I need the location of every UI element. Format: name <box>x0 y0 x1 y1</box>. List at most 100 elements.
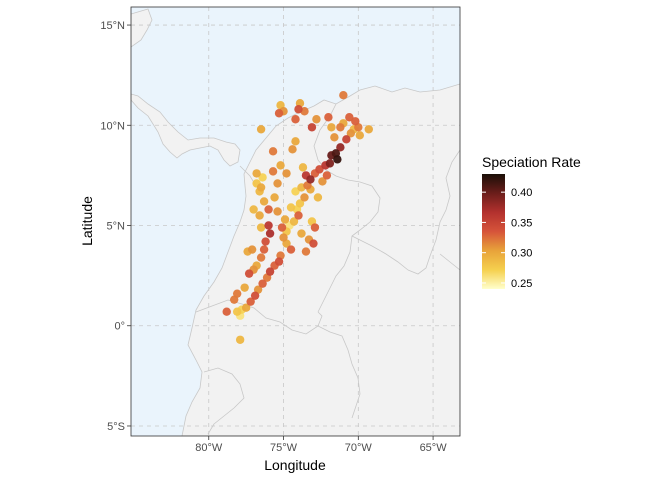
legend-tick-label: 0.25 <box>511 278 532 290</box>
species-point <box>235 335 245 344</box>
species-point <box>259 245 269 254</box>
species-point <box>232 307 242 316</box>
species-point <box>310 223 320 232</box>
species-point <box>313 193 323 202</box>
species-point <box>264 221 273 230</box>
species-point <box>322 171 332 180</box>
legend-title: Speciation Rate <box>482 154 581 170</box>
species-point <box>256 125 266 134</box>
x-tick-label: 70°W <box>345 442 373 454</box>
species-point <box>325 159 335 168</box>
species-point <box>294 211 303 220</box>
species-point <box>279 233 288 242</box>
y-tick-label: 10°N <box>100 120 125 132</box>
species-point <box>240 283 249 292</box>
species-point <box>333 155 342 164</box>
species-point <box>277 223 287 232</box>
species-point <box>268 167 278 176</box>
species-point <box>256 183 266 192</box>
species-point <box>301 247 311 256</box>
species-point <box>276 161 285 170</box>
x-axis-title: Longitude <box>264 457 326 473</box>
species-point <box>355 131 365 140</box>
land-masses <box>131 8 460 436</box>
species-point <box>261 237 270 246</box>
border-peru-brazil <box>317 325 361 419</box>
y-axis-title: Latitude <box>79 196 95 246</box>
species-point <box>265 229 275 238</box>
species-point <box>258 173 267 182</box>
species-point <box>255 211 264 220</box>
species-point <box>291 187 300 196</box>
species-point <box>327 123 336 132</box>
species-point <box>288 145 297 154</box>
species-point <box>342 135 351 144</box>
species-point <box>336 143 345 152</box>
species-point <box>324 113 333 122</box>
species-point <box>265 267 275 276</box>
species-point <box>364 125 373 134</box>
species-point <box>241 303 251 312</box>
legend-tick-label: 0.35 <box>511 217 532 229</box>
species-point <box>252 169 261 178</box>
species-point <box>250 291 260 300</box>
species-point <box>336 123 345 132</box>
species-point <box>247 245 257 254</box>
species-point <box>274 257 284 266</box>
y-tick-label: 5°N <box>107 221 126 233</box>
species-point <box>298 163 308 172</box>
species-point <box>309 239 318 248</box>
species-point <box>291 137 300 146</box>
panel-border <box>130 6 461 437</box>
border-peru <box>203 367 245 435</box>
species-point <box>222 307 231 316</box>
caribbean-island <box>131 8 153 48</box>
species-point <box>312 115 321 124</box>
species-point <box>297 229 306 238</box>
border-venezuela-guyana <box>407 149 460 275</box>
species-point <box>315 165 324 174</box>
x-tick-label: 80°W <box>195 442 223 454</box>
species-point <box>274 109 284 118</box>
y-tick-label: 0° <box>114 321 125 333</box>
species-point <box>258 279 267 288</box>
species-point <box>295 199 305 208</box>
species-point <box>246 297 255 306</box>
species-point <box>264 205 273 214</box>
x-axis: 80°W 75°W 70°W 65°W <box>195 436 447 454</box>
border-colombia-venezuela <box>313 103 381 313</box>
species-point <box>273 179 282 188</box>
species-point <box>351 117 360 126</box>
species-point <box>244 269 254 278</box>
species-point <box>280 215 290 224</box>
species-point <box>249 205 258 214</box>
species-point <box>229 295 239 304</box>
species-point <box>289 217 299 226</box>
y-axis: 15°N 10°N 5°N 0° 5°S <box>100 20 131 433</box>
species-point <box>259 197 269 206</box>
species-point <box>318 177 327 186</box>
y-tick-label: 5°S <box>107 421 125 433</box>
species-point <box>346 129 356 138</box>
legend-ticks: 0.40 0.35 0.30 0.25 <box>482 187 532 290</box>
legend-tick-label: 0.30 <box>511 248 532 260</box>
legend-tick-label: 0.40 <box>511 187 532 199</box>
species-point <box>291 115 300 124</box>
species-point <box>273 207 282 216</box>
species-point <box>256 223 266 232</box>
species-point <box>300 193 309 202</box>
legend-colorbar <box>482 174 505 289</box>
species-point <box>282 169 291 178</box>
x-tick-label: 75°W <box>270 442 298 454</box>
species-point <box>339 91 348 100</box>
species-point <box>268 147 278 156</box>
species-point <box>270 193 279 202</box>
border-colombia-ecuador <box>195 299 323 335</box>
species-point <box>307 123 317 132</box>
border-east <box>439 253 460 271</box>
species-point <box>286 245 296 254</box>
y-tick-label: 15°N <box>100 20 125 32</box>
central-america-land <box>131 93 241 167</box>
color-legend: Speciation Rate 0.40 0.35 0.30 0.25 <box>482 154 581 290</box>
